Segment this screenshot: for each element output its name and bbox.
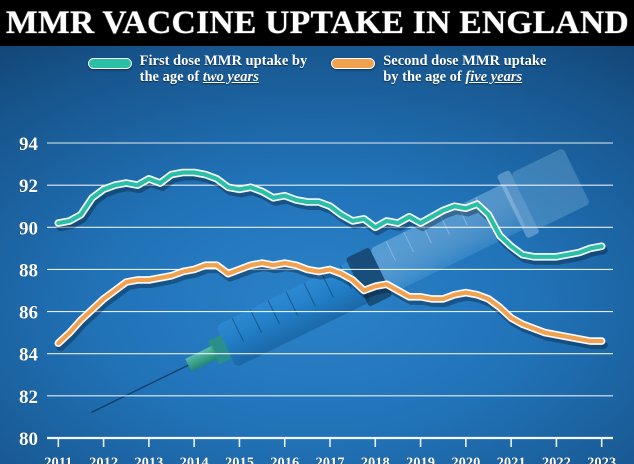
y-axis-tick-label: 80: [19, 429, 38, 450]
x-axis-labels: 2011 2012 2013 2014 2015 2016 2017 2018 2019 2020…: [44, 455, 617, 464]
x-axis-tick-label: 2021: [497, 455, 526, 464]
x-axis-tick-label: 2019: [406, 455, 435, 464]
y-axis-tick-label: 82: [19, 387, 38, 408]
plot-area: 80 82 84 86 88 90 92 94 2011 2012 2013 2014 2015 201…: [0, 46, 634, 464]
y-axis-tick-label: 92: [19, 176, 38, 197]
series-line-0: [56, 170, 604, 259]
syringe-graphic-icon: [90, 149, 589, 414]
y-axis-tick-label: 86: [19, 303, 38, 324]
series-lines: [54, 168, 608, 352]
series-line-1: [56, 261, 604, 346]
x-axis-tick-label: 2015: [225, 455, 254, 464]
y-axis-tick-label: 90: [19, 218, 38, 239]
y-axis-tick-label: 84: [19, 345, 39, 366]
y-axis-tick-label: 94: [19, 134, 39, 155]
x-axis-tick-label: 2023: [587, 455, 616, 464]
page-title: MMR VACCINE UPTAKE IN ENGLAND: [5, 4, 629, 41]
header-bar: MMR VACCINE UPTAKE IN ENGLAND: [0, 0, 634, 46]
y-axis-labels: 80 82 84 86 88 90 92 94: [19, 134, 39, 451]
x-axis-tick-label: 2011: [44, 455, 72, 464]
chart-panel: First dose MMR uptake by the age of two …: [0, 46, 634, 464]
x-axis-tick-label: 2014: [180, 455, 209, 464]
y-axis-tick-label: 88: [19, 260, 38, 281]
x-axis-tick-label: 2016: [270, 455, 299, 464]
x-axis-tick-label: 2017: [316, 455, 345, 464]
x-axis-ticks: [57, 438, 603, 447]
x-axis-tick-label: 2018: [361, 455, 390, 464]
x-axis-tick-label: 2020: [451, 455, 480, 464]
x-axis-tick-label: 2022: [542, 455, 571, 464]
x-axis-tick-label: 2013: [134, 455, 163, 464]
x-axis-tick-label: 2012: [89, 455, 118, 464]
